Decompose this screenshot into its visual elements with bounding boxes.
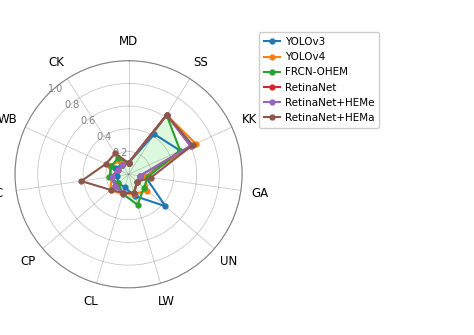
- YOLOv4: [193, 142, 199, 146]
- RetinaNet+HEMa: [190, 143, 195, 147]
- RetinaNet: [119, 163, 125, 167]
- RetinaNet: [115, 168, 121, 172]
- RetinaNet: [164, 113, 170, 117]
- FRCN-OHEM: [126, 161, 131, 165]
- YOLOv3: [112, 166, 118, 170]
- FRCN-OHEM: [108, 164, 114, 168]
- YOLOv4: [117, 159, 123, 163]
- Polygon shape: [109, 115, 180, 205]
- RetinaNet: [109, 175, 115, 179]
- RetinaNet+HEMe: [112, 184, 118, 188]
- YOLOv4: [108, 188, 113, 192]
- RetinaNet+HEMe: [188, 144, 193, 148]
- RetinaNet+HEMa: [103, 162, 109, 166]
- YOLOv3: [126, 161, 131, 165]
- YOLOv3: [119, 163, 125, 167]
- YOLOv4: [143, 175, 148, 179]
- RetinaNet+HEMa: [79, 179, 84, 183]
- YOLOv3: [132, 194, 138, 198]
- Line: FRCN-OHEM: FRCN-OHEM: [107, 113, 182, 207]
- RetinaNet+HEMa: [164, 113, 170, 117]
- FRCN-OHEM: [120, 192, 126, 196]
- RetinaNet: [137, 174, 143, 178]
- FRCN-OHEM: [115, 156, 121, 160]
- RetinaNet+HEMe: [120, 191, 126, 195]
- Legend: YOLOv3, YOLOv4, FRCN-OHEM, RetinaNet, RetinaNet+HEMe, RetinaNet+HEMa: YOLOv3, YOLOv4, FRCN-OHEM, RetinaNet, Re…: [259, 32, 380, 128]
- YOLOv4: [164, 113, 170, 117]
- Line: RetinaNet+HEMe: RetinaNet+HEMe: [109, 113, 193, 195]
- RetinaNet+HEMe: [126, 161, 131, 165]
- RetinaNet: [112, 184, 118, 188]
- RetinaNet+HEMe: [119, 163, 125, 167]
- YOLOv4: [126, 161, 131, 165]
- FRCN-OHEM: [116, 181, 121, 185]
- YOLOv3: [143, 175, 148, 179]
- FRCN-OHEM: [135, 203, 140, 207]
- FRCN-OHEM: [164, 113, 170, 117]
- RetinaNet: [126, 161, 131, 165]
- FRCN-OHEM: [141, 186, 147, 190]
- YOLOv3: [177, 149, 183, 153]
- FRCN-OHEM: [126, 161, 131, 165]
- RetinaNet+HEMe: [131, 191, 137, 195]
- Line: RetinaNet: RetinaNet: [109, 113, 193, 195]
- RetinaNet+HEMa: [112, 151, 118, 155]
- Line: YOLOv4: YOLOv4: [108, 113, 198, 196]
- YOLOv3: [126, 161, 131, 165]
- FRCN-OHEM: [177, 149, 183, 153]
- RetinaNet: [126, 161, 131, 165]
- Line: YOLOv3: YOLOv3: [113, 132, 182, 209]
- RetinaNet+HEMe: [137, 174, 143, 178]
- RetinaNet+HEMa: [131, 191, 137, 195]
- YOLOv3: [116, 181, 121, 185]
- RetinaNet+HEMe: [134, 180, 140, 184]
- RetinaNet+HEMe: [115, 168, 121, 172]
- YOLOv3: [163, 204, 168, 208]
- YOLOv3: [152, 132, 157, 136]
- FRCN-OHEM: [107, 175, 112, 179]
- RetinaNet: [131, 191, 137, 195]
- RetinaNet+HEMe: [164, 113, 170, 117]
- YOLOv4: [120, 192, 126, 196]
- YOLOv4: [131, 192, 137, 196]
- RetinaNet: [134, 180, 140, 184]
- RetinaNet+HEMe: [109, 175, 115, 179]
- RetinaNet+HEMe: [126, 161, 131, 165]
- RetinaNet+HEMa: [108, 188, 113, 192]
- YOLOv4: [126, 161, 131, 165]
- FRCN-OHEM: [145, 175, 151, 179]
- YOLOv4: [145, 189, 150, 193]
- RetinaNet+HEMa: [134, 180, 140, 184]
- RetinaNet+HEMa: [126, 161, 131, 165]
- YOLOv3: [115, 174, 120, 178]
- RetinaNet+HEMa: [148, 176, 154, 180]
- Line: RetinaNet+HEMa: RetinaNet+HEMa: [79, 113, 195, 195]
- RetinaNet: [188, 144, 193, 148]
- YOLOv4: [107, 164, 113, 168]
- YOLOv4: [109, 175, 115, 179]
- YOLOv3: [122, 185, 128, 189]
- RetinaNet+HEMa: [126, 161, 131, 165]
- RetinaNet+HEMa: [120, 191, 126, 195]
- RetinaNet: [120, 191, 126, 195]
